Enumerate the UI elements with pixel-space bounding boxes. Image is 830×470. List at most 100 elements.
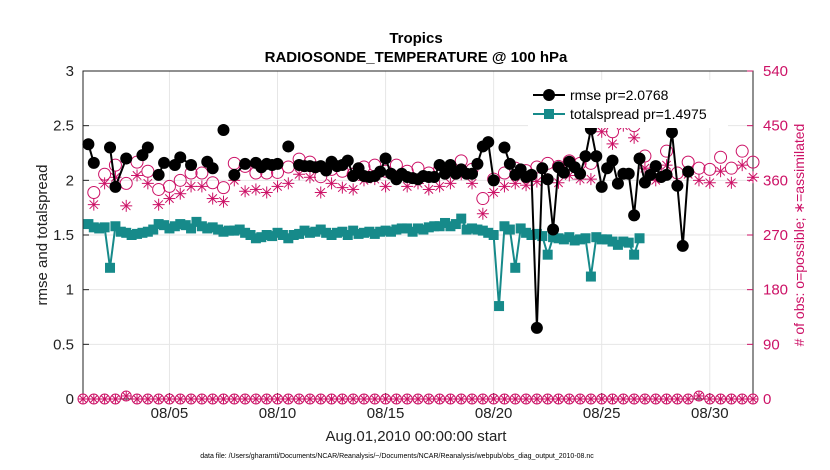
rmse-point	[439, 167, 452, 180]
y-tick-label-left: 2	[66, 172, 74, 189]
y-axis-right: 0 90 180 270 360 450 540	[747, 63, 788, 408]
obs-assimilated-bottom-stroke	[143, 395, 152, 403]
rmse-point	[82, 138, 95, 151]
totalspread-point	[369, 228, 380, 239]
totalspread-point	[94, 223, 105, 234]
totalspread-point	[461, 224, 472, 235]
totalspread-point	[548, 232, 559, 243]
obs-possible-marker	[206, 176, 220, 190]
obs-assimilated-marker	[303, 171, 316, 184]
obs-possible-marker	[724, 161, 738, 175]
y-axis-left-label: rmse and totalspread	[34, 165, 51, 306]
totalspread-point	[186, 223, 197, 234]
obs-assimilated-bottom-marker	[737, 394, 748, 404]
obs-assimilated-bottom-stroke	[338, 395, 347, 403]
totalspread-point	[148, 224, 159, 235]
obs-assimilated-bottom-stroke	[295, 395, 303, 403]
obs-assimilated-marker	[271, 180, 284, 193]
totalspread-point	[515, 223, 526, 234]
x-tick-label: 08/15	[367, 405, 405, 422]
y-tick-label-right: 0	[763, 391, 771, 408]
obs-assimilated-bottom-marker	[196, 394, 207, 404]
obs-assimilated-bottom-stroke	[619, 395, 628, 403]
obs-assimilated-stroke	[402, 181, 412, 191]
totalspread-point	[553, 233, 564, 244]
obs-assimilated-stroke	[499, 181, 510, 191]
obs-assimilated-stroke	[467, 178, 477, 188]
y-axis-left: 0 0.5 1 1.5 2 2.5 3	[53, 63, 89, 408]
obs-assimilated-bottom-marker	[596, 394, 607, 404]
totalspread-point	[472, 224, 483, 235]
data-marks	[77, 107, 760, 405]
obs-assimilated-bottom-marker	[564, 394, 575, 404]
rmse-point	[444, 159, 457, 172]
obs-assimilated-stroke	[553, 178, 564, 188]
obs-assimilated-bottom-stroke	[219, 395, 228, 403]
totalspread-point	[580, 233, 591, 244]
rmse-point	[174, 151, 187, 164]
obs-assimilated-stroke	[348, 184, 358, 194]
totalspread-point	[180, 220, 191, 231]
x-tick-label: 08/20	[475, 405, 513, 422]
obs-assimilated-bottom-marker	[78, 394, 88, 404]
rmse-point	[525, 168, 538, 181]
obs-assimilated-bottom-marker	[542, 394, 553, 404]
obs-assimilated-bottom-stroke	[370, 395, 379, 403]
rmse-point	[185, 159, 198, 172]
obs-assimilated-stroke	[175, 189, 185, 199]
rmse-point	[595, 180, 608, 193]
obs-assimilated-marker	[584, 173, 597, 186]
obs-assimilated-bottom-stroke	[360, 395, 368, 403]
obs-assimilated-stroke	[607, 139, 618, 149]
totalspread-point	[499, 221, 510, 232]
obs-assimilated-bottom-stroke	[349, 395, 358, 403]
obs-assimilated-stroke	[337, 183, 347, 193]
totalspread-point	[126, 230, 137, 240]
obs-assimilated-bottom-stroke	[230, 395, 239, 403]
rmse-point	[530, 321, 543, 334]
obs-assimilated-bottom-stroke	[316, 395, 325, 403]
obs-assimilated-bottom-marker	[391, 394, 402, 404]
rmse-point	[141, 141, 154, 154]
obs-assimilated-bottom-stroke	[630, 395, 638, 403]
obs-assimilated-bottom-stroke	[381, 395, 390, 403]
chart-title: Tropics	[389, 30, 442, 47]
legend: rmse pr=2.0768 totalspread pr=1.4975	[528, 80, 728, 128]
totalspread-point	[315, 224, 326, 235]
obs-assimilated-bottom-marker	[585, 394, 596, 404]
obs-assimilated-bottom-stroke	[522, 395, 530, 403]
obs-possible-marker	[152, 182, 166, 196]
rmse-point	[433, 159, 446, 172]
obs-assimilated-bottom-marker	[477, 394, 488, 404]
totalspread-point	[612, 239, 623, 250]
obs-assimilated-stroke	[100, 178, 110, 188]
obs-assimilated-bottom-stroke	[749, 395, 757, 403]
obs-assimilated-marker	[628, 131, 641, 144]
obs-assimilated-stroke	[132, 170, 142, 181]
totalspread-point	[142, 226, 153, 237]
totalspread-point	[602, 234, 613, 245]
totalspread-point	[607, 236, 618, 247]
obs-assimilated-stroke	[564, 170, 574, 181]
obs-assimilated-bottom-marker	[704, 394, 715, 404]
totalspread-point	[294, 228, 305, 239]
obs-assimilated-bottom-marker	[413, 394, 423, 404]
rmse-point	[557, 166, 570, 179]
obs-assimilated-stroke	[597, 127, 607, 137]
totalspread-point	[218, 226, 229, 237]
obs-assimilated-marker	[260, 186, 273, 199]
totalspread-point	[429, 221, 440, 232]
totalspread-point	[321, 227, 332, 238]
totalspread-point	[358, 227, 369, 238]
rmse-point	[644, 168, 657, 181]
totalspread-point	[272, 227, 283, 238]
obs-assimilated-bottom-marker	[337, 394, 348, 404]
obs-assimilated-bottom-stroke	[392, 395, 401, 403]
obs-assimilated-bottom-stroke	[543, 395, 552, 403]
obs-assimilated-stroke	[435, 181, 445, 191]
obs-possible-marker	[162, 179, 176, 193]
obs-assimilated-bottom-stroke	[727, 395, 736, 403]
obs-possible-marker	[692, 161, 706, 175]
y-tick-label-right: 360	[763, 172, 788, 189]
x-axis-label: Aug.01,2010 00:00:00 start	[326, 428, 508, 445]
